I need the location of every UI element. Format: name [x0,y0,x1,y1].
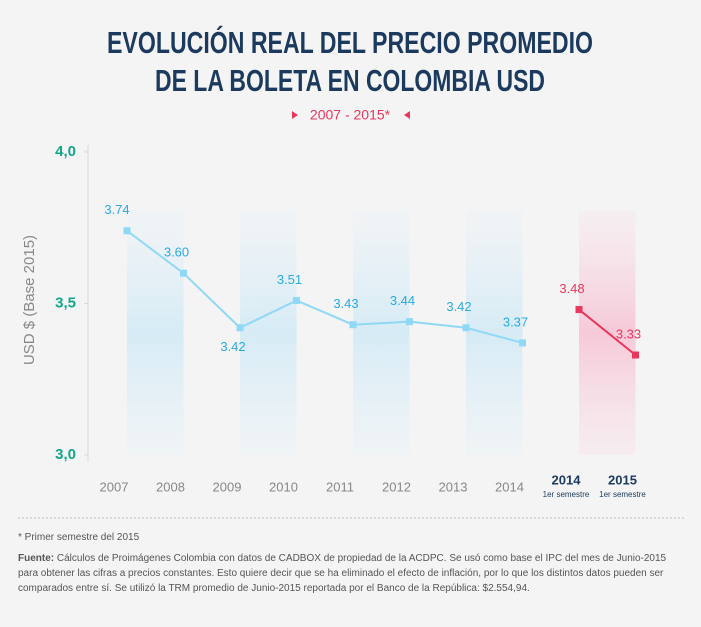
value-label: 3.33 [616,326,641,341]
band [353,210,410,455]
point [575,306,583,314]
x-tick-label: 2012 [382,479,411,494]
x-tick-label: 2013 [439,479,468,494]
y-tick-label: 3,0 [55,446,76,463]
x-tick-note: 1er semestre [599,490,646,499]
point [123,227,131,235]
point [519,339,526,347]
point [349,321,357,329]
value-label: 3.51 [277,272,302,287]
band [240,210,297,455]
y-axis-label: USD $ (Base 2015) [21,235,38,365]
value-label: 3.60 [164,245,189,260]
subtitle: 2007 - 2015* [310,107,391,123]
chart: EVOLUCIÓN REAL DEL PRECIO PROMEDIO DE LA… [18,24,686,519]
point [462,324,470,332]
footnote: * Primer semestre del 2015 [18,532,140,543]
source-text: Cálculos de Proimágenes Colombia con dat… [18,553,667,594]
value-label: 3.43 [333,296,358,311]
source-label: Fuente: [18,553,55,564]
value-label: 3.44 [390,293,415,308]
point [293,296,300,304]
value-label: 3.42 [220,339,245,354]
footer: * Primer semestre del 2015 Fuente: Cálcu… [18,530,686,602]
x-tick-label: 2014 [552,472,582,487]
series-line [126,229,523,344]
x-tick-label: 2010 [269,479,298,494]
x-tick-label: 2015 [608,472,637,487]
chart-title: DE LA BOLETA EN COLOMBIA USD [155,63,545,98]
arrow [292,111,298,119]
band [466,210,523,455]
y-tick-label: 3,5 [55,294,76,311]
value-label: 3.48 [559,281,584,296]
value-label: 3.37 [503,314,528,329]
x-tick-label: 2007 [100,479,129,494]
point [632,351,639,359]
point [236,324,244,332]
x-tick-label: 2011 [326,479,354,494]
value-label: 3.74 [104,202,129,217]
point [180,269,187,277]
value-label: 3.42 [446,299,471,314]
point [406,318,413,326]
x-tick-note: 1er semestre [543,490,590,499]
series-line [578,308,637,356]
source: Fuente: Cálculos de Proimágenes Colombia… [18,551,686,596]
chart-title: EVOLUCIÓN REAL DEL PRECIO PROMEDIO [107,24,593,60]
x-tick-label: 2014 [495,479,524,494]
arrow [404,111,410,119]
x-tick-label: 2009 [213,479,242,494]
x-tick-label: 2008 [156,479,185,494]
y-tick-label: 4,0 [55,143,76,160]
